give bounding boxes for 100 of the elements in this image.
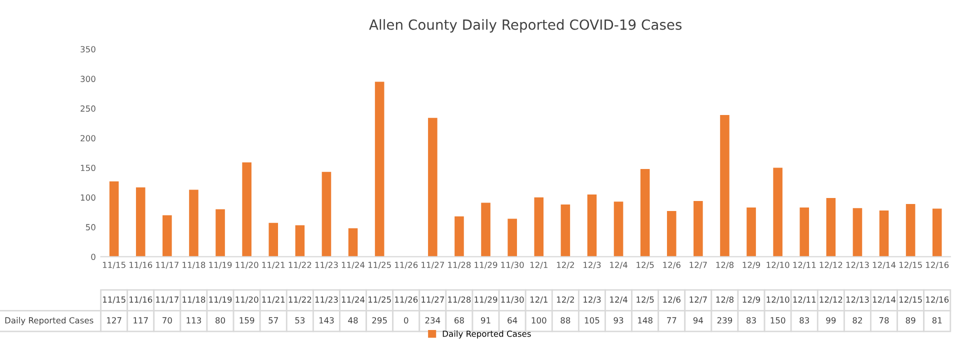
bar <box>666 211 676 257</box>
y-tick-label: 50 <box>86 224 96 230</box>
data-label: 234 <box>425 317 440 324</box>
bar <box>295 225 305 257</box>
x-tick-label: 12/6 <box>663 262 680 269</box>
data-label: 57 <box>268 317 278 324</box>
y-tick-label: 250 <box>80 105 96 112</box>
category-label: 12/4 <box>610 296 628 304</box>
bar <box>242 162 252 257</box>
bar <box>614 202 624 257</box>
category-label: 11/29 <box>474 296 498 304</box>
x-tick-label: 12/10 <box>766 262 790 269</box>
category-label: 11/26 <box>395 296 418 304</box>
data-label: 78 <box>879 317 889 324</box>
category-label: 12/9 <box>742 296 760 304</box>
x-tick-label: 11/17 <box>156 262 178 269</box>
text: Daily Reported Cases <box>5 317 94 326</box>
y-tick-label: 150 <box>80 164 96 172</box>
data-label: 239 <box>717 317 732 324</box>
x-tick-label: 12/3 <box>584 262 601 269</box>
x-tick-label: 11/29 <box>474 262 498 269</box>
category-label: 11/30 <box>501 296 524 304</box>
category-label: 11/18 <box>182 296 206 304</box>
data-label: 81 <box>932 317 942 324</box>
bar <box>109 181 119 257</box>
bar <box>906 204 916 257</box>
category-label: 12/14 <box>872 296 896 304</box>
bar <box>216 209 225 257</box>
x-tick-label: 12/11 <box>793 262 816 269</box>
x-tick-label: 11/21 <box>262 262 285 269</box>
x-tick-label: 12/15 <box>899 262 922 269</box>
bar <box>428 118 438 257</box>
x-tick-label: 12/8 <box>716 262 734 269</box>
category-label: 12/6 <box>663 296 680 304</box>
bar <box>932 208 942 257</box>
data-label: 148 <box>638 317 652 324</box>
category-label: 12/2 <box>556 296 574 304</box>
x-tick-label: 11/20 <box>236 262 258 269</box>
bar <box>694 200 703 257</box>
data-label: 68 <box>454 317 464 324</box>
x-tick-label: 11/27 <box>422 262 444 269</box>
x-tick-label: 11/26 <box>395 262 418 269</box>
category-label: 12/7 <box>690 296 707 304</box>
bar <box>587 194 597 257</box>
data-label: 113 <box>186 317 202 324</box>
bar <box>879 210 889 257</box>
category-label: 12/5 <box>636 296 654 304</box>
y-tick-label: 300 <box>80 76 96 82</box>
category-label: 11/21 <box>262 296 285 304</box>
data-label: 94 <box>693 317 704 324</box>
bar <box>162 215 172 257</box>
y-tick-label: 0 <box>91 254 96 260</box>
data-label: 82 <box>852 317 862 324</box>
bar <box>534 197 544 257</box>
data-label: 48 <box>348 317 358 324</box>
x-tick-label: 12/5 <box>636 262 654 269</box>
data-label: 83 <box>746 317 756 324</box>
y-tick-label: 100 <box>80 194 96 201</box>
bar <box>268 222 278 257</box>
bar <box>322 172 332 257</box>
category-label: 12/3 <box>584 296 601 304</box>
bar <box>852 208 862 257</box>
x-tick-label: 11/25 <box>368 262 391 269</box>
category-label: 11/19 <box>209 296 232 304</box>
data-label: 70 <box>162 317 172 324</box>
category-label: 11/16 <box>130 296 152 304</box>
category-label: 11/15 <box>102 296 126 304</box>
category-label: 11/28 <box>448 296 471 304</box>
category-label: 12/1 <box>530 296 548 304</box>
data-label: 77 <box>667 317 676 324</box>
data-label: 150 <box>770 317 786 324</box>
category-label: 11/25 <box>368 296 391 304</box>
bar <box>348 228 358 257</box>
category-label: 11/17 <box>156 296 178 304</box>
category-label: 12/16 <box>926 296 949 304</box>
category-label: 11/23 <box>315 296 338 304</box>
category-label: 11/22 <box>288 296 312 304</box>
chart-title: Allen County Daily Reported COVID-19 Cases <box>369 19 682 33</box>
x-tick-label: 12/14 <box>872 262 896 269</box>
bar <box>136 187 146 257</box>
bar <box>826 198 836 257</box>
y-tick-label: 350 <box>80 46 96 52</box>
category-label: 12/15 <box>899 296 922 304</box>
category-label: 11/20 <box>236 296 258 304</box>
bar <box>640 168 650 257</box>
data-label: 88 <box>560 317 570 324</box>
data-label: 91 <box>481 317 490 324</box>
x-tick-label: 11/18 <box>182 262 206 269</box>
data-label: 117 <box>134 317 148 324</box>
category-label: 12/8 <box>716 296 734 304</box>
x-tick-label: 11/30 <box>501 262 524 269</box>
bar <box>189 190 198 257</box>
data-label: 80 <box>216 317 226 324</box>
x-tick-label: 12/7 <box>690 262 707 269</box>
data-label: 295 <box>372 317 387 324</box>
data-label: 53 <box>295 317 305 324</box>
bar <box>481 202 490 257</box>
x-tick-label: 12/12 <box>820 262 842 269</box>
x-tick-label: 11/22 <box>288 262 312 269</box>
x-tick-label: 12/13 <box>846 262 869 269</box>
